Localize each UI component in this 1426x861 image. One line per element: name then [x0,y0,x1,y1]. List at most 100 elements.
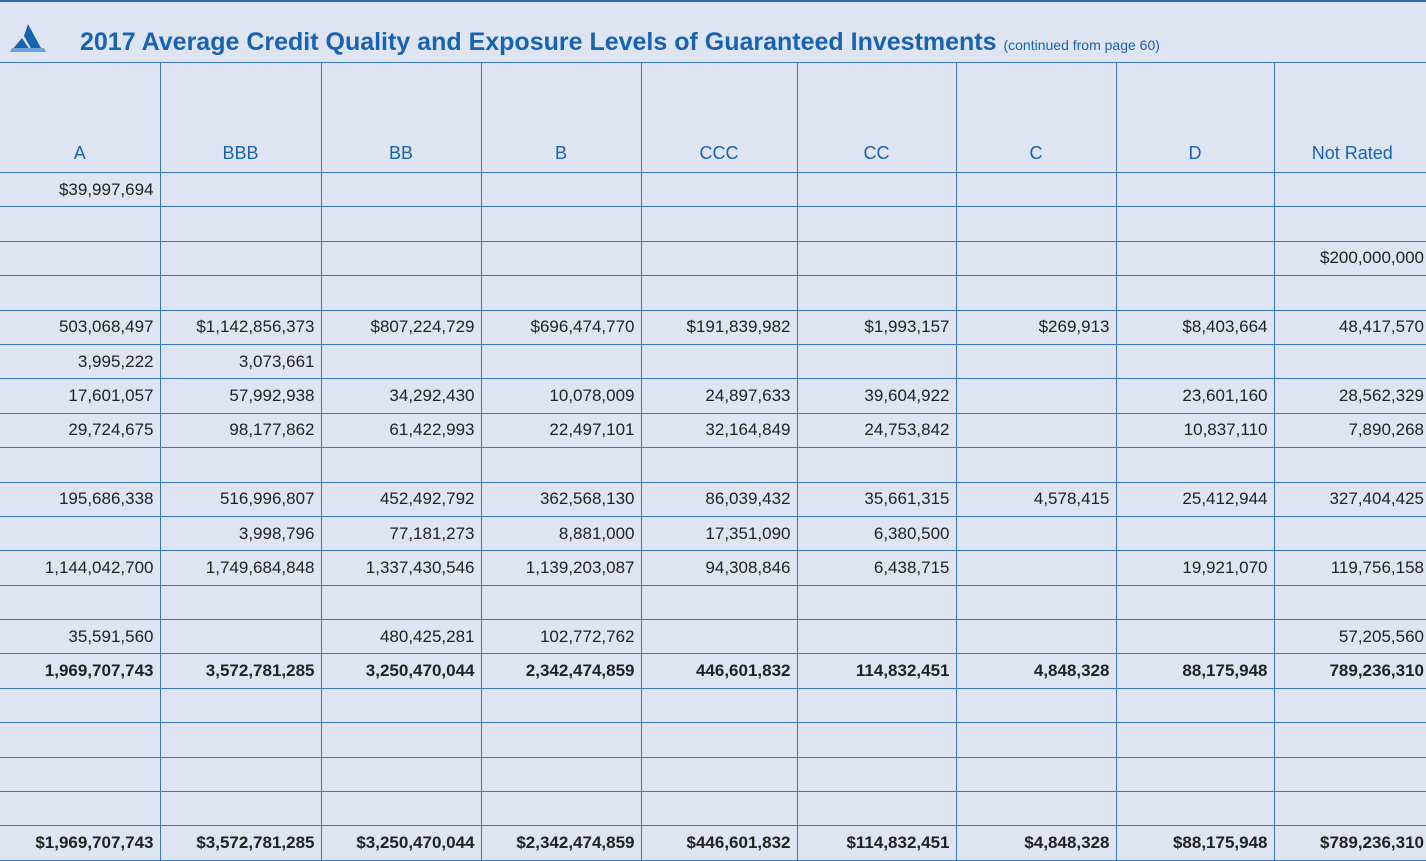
table-cell [1115,171,1275,208]
table-cell [0,275,161,311]
table-cell [159,722,322,758]
table-cell: 10,837,110 [1115,412,1275,449]
title-bar: 2017 Average Credit Quality and Exposure… [0,0,1426,62]
logo [10,24,46,52]
table-cell [640,756,798,793]
table-cell: $789,236,310 [1273,825,1426,861]
table-cell [640,584,798,621]
table-cell [796,171,957,208]
table-cell: 1,969,707,743 [0,653,161,689]
table-cell: $88,175,948 [1115,825,1275,861]
table-cell [480,687,642,724]
table-row: 1,144,042,700 1,749,684,848 1,337,430,546 1… [0,550,1426,586]
table-cell [0,206,161,242]
table-cell [1273,447,1426,483]
table-cell [1115,722,1275,758]
table-cell: $1,142,856,373 [159,309,322,345]
table-cell: $3,250,470,044 [320,825,482,861]
table-cell [480,756,642,793]
column-header: A [0,62,161,173]
table-cell [159,171,322,208]
table-cell: 114,832,451 [796,653,957,689]
table-cell: 7,890,268 [1273,412,1426,449]
table-cell [1273,206,1426,242]
table-cell [955,171,1117,208]
table-cell: $1,993,157 [796,309,957,345]
table-cell [1273,791,1426,827]
table-cell: $4,848,328 [955,825,1117,861]
table-cell: 327,404,425 [1273,481,1426,517]
table-cell: 77,181,273 [320,515,482,552]
table-cell: 98,177,862 [159,412,322,449]
table-cell: 17,601,057 [0,378,161,414]
table-cell: $2,342,474,859 [480,825,642,861]
table-cell: $191,839,982 [640,309,798,345]
table-cell: 57,992,938 [159,378,322,414]
table-cell [480,171,642,208]
table-cell: 789,236,310 [1273,653,1426,689]
table-cell [1273,171,1426,208]
table-cell [955,722,1117,758]
table-cell: 1,337,430,546 [320,550,482,586]
table-cell: 22,497,101 [480,412,642,449]
table-cell [640,275,798,311]
table-cell [480,275,642,311]
table-cell [955,275,1117,311]
table-cell [320,687,482,724]
table-cell: 94,308,846 [640,550,798,586]
table-row: 35,591,560 480,425,281 102,772,762 57,205,5… [0,619,1426,655]
table-cell [320,240,482,277]
table-row [0,687,1426,724]
table-row: 503,068,497 $1,142,856,373 $807,224,729 $69… [0,309,1426,345]
table-cell [320,584,482,621]
table-cell: 32,164,849 [640,412,798,449]
table-cell [955,412,1117,449]
table-row [0,791,1426,827]
table-cell [0,584,161,621]
table-cell [955,791,1117,827]
table-cell [1273,584,1426,621]
table-cell [1273,275,1426,311]
table-cell [1115,584,1275,621]
table-cell [480,206,642,242]
table-cell: 35,591,560 [0,619,161,655]
table-cell [480,240,642,277]
table-cell: 446,601,832 [640,653,798,689]
table-cell: 1,144,042,700 [0,550,161,586]
table-cell: 516,996,807 [159,481,322,517]
table-cell: 29,724,675 [0,412,161,449]
table-cell [159,584,322,621]
table-cell: 119,756,158 [1273,550,1426,586]
table-cell [480,584,642,621]
table-cell: 3,073,661 [159,343,322,380]
column-header: C [955,62,1117,173]
table-cell: 8,881,000 [480,515,642,552]
table-cell [320,275,482,311]
table-cell: 48,417,570 [1273,309,1426,345]
table-cell [796,584,957,621]
table-cell: $269,913 [955,309,1117,345]
table-cell [955,515,1117,552]
table-cell [0,687,161,724]
table-cell: $696,474,770 [480,309,642,345]
table-cell [159,791,322,827]
table-cell [796,240,957,277]
table-row: 3,995,222 3,073,661 [0,343,1426,380]
table-cell [955,240,1117,277]
table-cell: 6,380,500 [796,515,957,552]
table-row: 1,969,707,743 3,572,781,285 3,250,470,044 2… [0,653,1426,689]
table-cell [480,343,642,380]
table-cell: 39,604,922 [796,378,957,414]
table-cell [796,343,957,380]
table-cell: 24,753,842 [796,412,957,449]
table-cell: 3,995,222 [0,343,161,380]
table-cell [159,240,322,277]
table-cell: 362,568,130 [480,481,642,517]
table-cell [955,378,1117,414]
table-row: $39,997,694 [0,171,1426,208]
table-cell: $39,997,694 [0,171,161,208]
table-row: $200,000,000 [0,240,1426,277]
table-cell [0,722,161,758]
column-header: CC [796,62,957,173]
table-cell [0,240,161,277]
